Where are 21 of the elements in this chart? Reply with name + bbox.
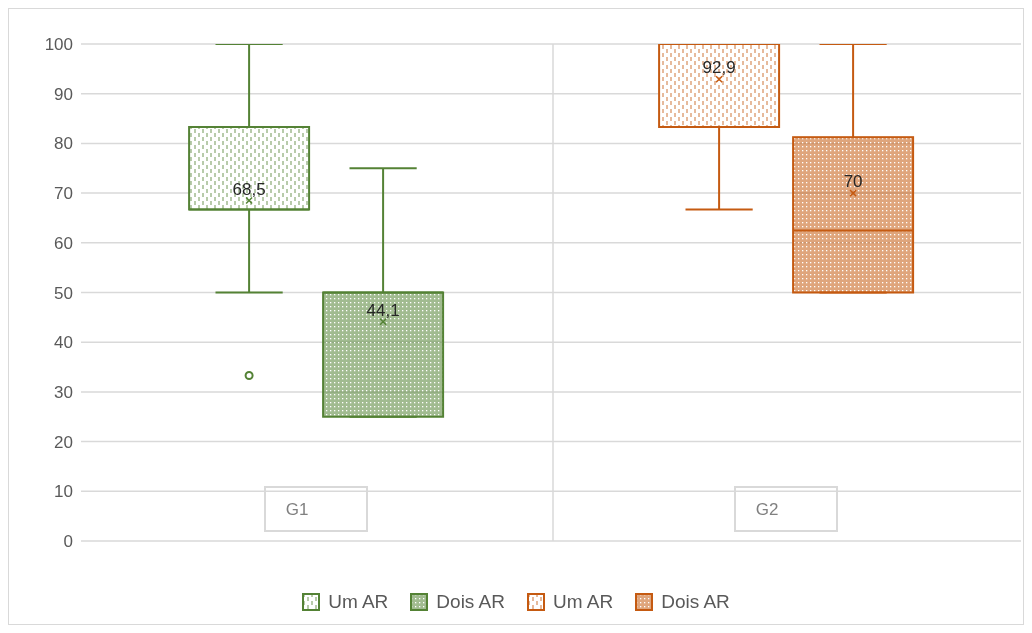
y-tick-label: 0 [63, 532, 73, 552]
x-tick-label: G1 [285, 500, 309, 519]
y-tick-label: 10 [54, 482, 73, 502]
y-tick-label: 60 [54, 233, 73, 253]
y-tick-label: 90 [54, 84, 73, 104]
x-tick-label: G2 [755, 500, 779, 519]
y-tick-label: 100 [44, 35, 73, 55]
y-tick-label: 40 [54, 333, 73, 353]
text: 44,1 [366, 300, 400, 320]
y-tick-label: 30 [54, 382, 73, 402]
text: 68,5 [232, 179, 266, 199]
legend-label: Um AR [328, 591, 389, 613]
y-tick-label: 80 [54, 134, 73, 154]
legend-label: Dois AR [436, 591, 505, 613]
legend-label: Um AR [553, 591, 614, 613]
text: 92,9 [702, 58, 736, 78]
y-tick-label: 50 [54, 283, 73, 303]
text: 70 [843, 172, 863, 192]
legend-label: Dois AR [661, 591, 730, 613]
y-tick-label: 70 [54, 184, 73, 204]
y-tick-label: 20 [54, 432, 73, 452]
